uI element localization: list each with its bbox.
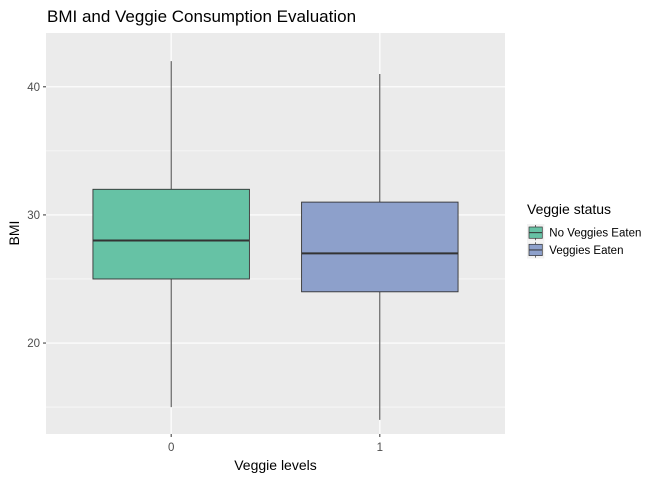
x-tick-label: 0: [168, 442, 174, 454]
y-tick-label: 40: [27, 82, 40, 94]
y-tick-label: 30: [27, 210, 40, 222]
legend-item: No Veggies Eaten: [527, 224, 641, 242]
y-tick-label: 20: [27, 338, 40, 350]
legend-label: No Veggies Eaten: [549, 228, 641, 240]
box-1: [301, 73, 459, 420]
legend-label: Veggies Eaten: [549, 245, 623, 257]
x-tick-label: 1: [377, 442, 383, 454]
boxplot-group: [92, 61, 459, 420]
legend-keys: No Veggies Eaten Veggies Eaten: [527, 224, 641, 259]
y-axis-title: BMI: [6, 221, 22, 246]
box-body: [301, 201, 459, 293]
chart-title: BMI and Veggie Consumption Evaluation: [47, 7, 356, 26]
legend: Veggie status No Veggies Eaten Veggies Ea…: [527, 201, 641, 259]
box-0: [92, 61, 250, 408]
x-axis-title: Veggie levels: [234, 457, 317, 473]
box-body: [92, 188, 250, 280]
y-axis-ticks: 20 30 40: [27, 82, 46, 350]
legend-title: Veggie status: [527, 201, 611, 217]
legend-item: Veggies Eaten: [527, 241, 623, 259]
